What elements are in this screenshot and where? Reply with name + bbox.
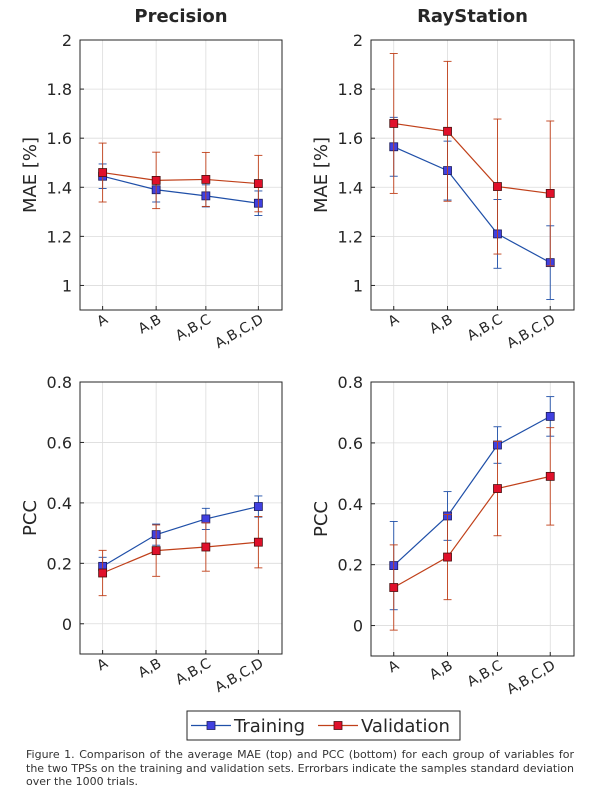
y-tick-label: 0.2 (338, 556, 363, 575)
chart-panel-2: 1 1.2 1.4 1.6 1.8 2 A A,B A,B,CA,B,C,D MAE [%] Ray… (311, 6, 575, 352)
validation-line (393, 122, 551, 195)
validation-point (545, 189, 555, 198)
validation-point (443, 552, 452, 562)
validation-line (393, 475, 551, 589)
y-tick-label: 0.8 (47, 373, 72, 392)
y-tick-label: 2 (62, 31, 72, 50)
chart-panel-1: 1 1.2 1.4 1.6 1.8 2 A A,B A,B,CA,B,C,D MAE [%] Pre… (20, 6, 283, 352)
y-tick-label: 2 (353, 31, 363, 50)
y-tick-label: 0.4 (47, 494, 72, 513)
x-tick-label: A,B (136, 312, 164, 338)
training-point (545, 412, 555, 421)
x-tick-label: A,B,C,D (504, 312, 558, 352)
x-tick-label: A,B (136, 656, 164, 682)
validation-point (98, 168, 108, 177)
y-tick-label: 1 (62, 276, 72, 295)
y-tick-label: 1.6 (338, 129, 363, 148)
y-tick-label: 1.4 (47, 178, 72, 197)
y-tick-label: 0.6 (47, 433, 72, 452)
x-tick-label: A,B (427, 312, 455, 338)
x-tick-label: A,B,C (465, 657, 506, 690)
validation-point (545, 471, 555, 481)
y-tick-label: 1.8 (47, 80, 72, 99)
legend-training-label: Training (233, 716, 305, 737)
legend-validation-marker (333, 721, 343, 730)
y-tick-label: 1.2 (47, 227, 72, 246)
y-tick-label: 0.2 (47, 554, 72, 573)
figure-caption: Figure 1. Comparison of the average MAE … (26, 748, 574, 789)
y-axis-label: PCC (311, 501, 332, 537)
y-axis-label: MAE [%] (20, 137, 41, 213)
validation-point (98, 568, 108, 578)
y-tick-label: 1.4 (338, 178, 363, 197)
y-tick-label: 0 (353, 617, 363, 636)
y-tick-label: 1.8 (338, 80, 363, 99)
x-tick-label: A,B,C (173, 655, 214, 688)
legend: Training Validation (186, 710, 461, 741)
x-tick-label: A,B,C (465, 311, 506, 344)
plot-frame (79, 39, 283, 311)
training-line (393, 415, 551, 567)
y-tick-label: 1 (353, 276, 363, 295)
plot-area (80, 382, 282, 654)
validation-point (151, 175, 161, 185)
plot-area (80, 40, 282, 310)
x-tick-label: A (385, 311, 402, 330)
validation-point (493, 182, 502, 191)
plot-area (371, 40, 574, 310)
y-tick-label: 1.6 (47, 129, 72, 148)
plot-frame (79, 381, 283, 655)
plot-area (371, 382, 574, 656)
validation-line (102, 171, 259, 185)
y-tick-label: 1.2 (338, 227, 363, 246)
x-tick-label: A (385, 657, 402, 676)
x-tick-label: A (94, 311, 111, 330)
y-tick-label: 0 (62, 615, 72, 634)
x-tick-label: A,B (427, 658, 455, 684)
chart-panel-4: 0 0.2 0.4 0.6 0.8 A A,B A,B,CA,B,C,D PCC (311, 373, 575, 698)
validation-point (253, 537, 263, 547)
validation-point (389, 119, 399, 128)
validation-line (102, 541, 259, 574)
legend-validation-label: Validation (361, 716, 450, 737)
x-tick-label: A,B,C (173, 311, 214, 344)
training-point (253, 502, 263, 511)
legend-training-marker (206, 721, 216, 730)
y-axis-label: MAE [%] (311, 137, 332, 213)
chart-title: RayStation (417, 6, 528, 27)
validation-point (201, 175, 211, 184)
validation-point (253, 179, 263, 188)
validation-point (151, 546, 161, 556)
x-tick-label: A,B,C,D (504, 658, 558, 698)
validation-point (493, 484, 502, 493)
x-tick-label: A,B,C,D (212, 312, 266, 352)
validation-point (443, 126, 452, 136)
y-axis-label: PCC (20, 500, 41, 536)
chart-panel-3: 0 0.2 0.4 0.6 0.8 A A,B A,B,CA,B,C,D PCC (20, 373, 283, 696)
x-tick-label: A,B,C,D (212, 656, 266, 696)
plot-frame (370, 381, 575, 657)
y-tick-label: 0.8 (338, 373, 363, 392)
x-tick-label: A (94, 655, 111, 674)
validation-point (389, 583, 399, 592)
training-line (102, 505, 259, 567)
chart-title: Precision (134, 6, 227, 27)
y-tick-label: 0.4 (338, 495, 363, 514)
plot-frame (370, 39, 575, 311)
validation-point (201, 542, 211, 552)
y-tick-label: 0.6 (338, 434, 363, 453)
training-line (393, 146, 551, 264)
training-line (102, 175, 259, 204)
training-point (201, 514, 211, 524)
